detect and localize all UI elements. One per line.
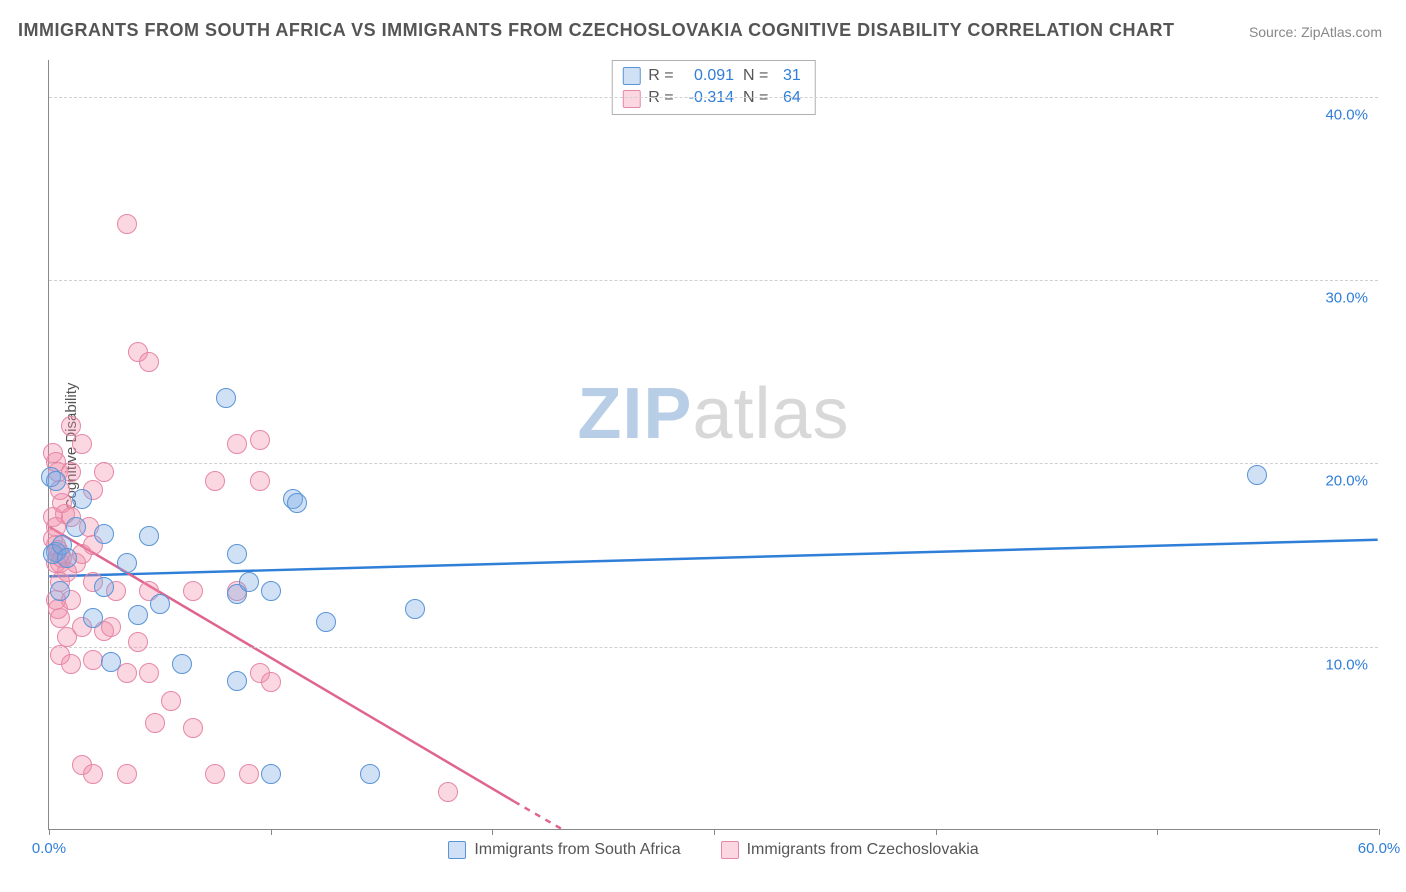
point-series1 bbox=[72, 489, 92, 509]
point-series2 bbox=[227, 434, 247, 454]
legend-rn-text: R = -0.314 N = 64 bbox=[648, 87, 800, 109]
point-series2 bbox=[250, 471, 270, 491]
point-series1 bbox=[360, 764, 380, 784]
x-tick bbox=[936, 829, 937, 835]
point-series2 bbox=[250, 430, 270, 450]
y-tick-label: 40.0% bbox=[1325, 106, 1368, 123]
point-series2 bbox=[101, 617, 121, 637]
legend-swatch bbox=[622, 67, 640, 85]
gridline bbox=[49, 280, 1378, 281]
point-series1 bbox=[46, 471, 66, 491]
legend-rn-row: R = 0.091 N = 31 bbox=[622, 65, 800, 87]
point-series2 bbox=[117, 214, 137, 234]
legend-swatch bbox=[721, 841, 739, 859]
source-text: Source: ZipAtlas.com bbox=[1249, 24, 1382, 40]
point-series2 bbox=[438, 782, 458, 802]
point-series2 bbox=[145, 713, 165, 733]
point-series1 bbox=[216, 388, 236, 408]
x-tick bbox=[714, 829, 715, 835]
point-series2 bbox=[72, 434, 92, 454]
gridline bbox=[49, 463, 1378, 464]
point-series1 bbox=[66, 517, 86, 537]
point-series2 bbox=[261, 672, 281, 692]
point-series1 bbox=[57, 548, 77, 568]
x-tick bbox=[49, 829, 50, 835]
point-series2 bbox=[183, 581, 203, 601]
legend-bottom: Immigrants from South Africa Immigrants f… bbox=[49, 841, 1378, 859]
point-series1 bbox=[227, 544, 247, 564]
x-tick-label: 0.0% bbox=[32, 840, 66, 857]
trend-lines bbox=[49, 60, 1378, 829]
chart-title: IMMIGRANTS FROM SOUTH AFRICA VS IMMIGRAN… bbox=[18, 20, 1174, 41]
point-series1 bbox=[150, 594, 170, 614]
point-series2 bbox=[128, 632, 148, 652]
point-series2 bbox=[61, 416, 81, 436]
x-tick-label: 60.0% bbox=[1358, 840, 1401, 857]
point-series2 bbox=[83, 764, 103, 784]
point-series2 bbox=[205, 471, 225, 491]
point-series1 bbox=[239, 572, 259, 592]
point-series2 bbox=[43, 443, 63, 463]
y-tick-label: 30.0% bbox=[1325, 290, 1368, 307]
x-tick bbox=[492, 829, 493, 835]
point-series1 bbox=[128, 605, 148, 625]
legend-swatch bbox=[622, 90, 640, 108]
gridline bbox=[49, 647, 1378, 648]
point-series1 bbox=[227, 671, 247, 691]
x-tick bbox=[1379, 829, 1380, 835]
x-tick bbox=[271, 829, 272, 835]
point-series2 bbox=[161, 691, 181, 711]
point-series1 bbox=[1247, 465, 1267, 485]
point-series1 bbox=[287, 493, 307, 513]
legend-bottom-label: Immigrants from South Africa bbox=[474, 841, 680, 859]
scatter-plot: ZIPatlas R = 0.091 N = 31R = -0.314 N = … bbox=[48, 60, 1378, 830]
legend-bottom-item: Immigrants from Czechoslovakia bbox=[721, 841, 979, 859]
point-series2 bbox=[139, 663, 159, 683]
legend-bottom-item: Immigrants from South Africa bbox=[448, 841, 680, 859]
point-series1 bbox=[316, 612, 336, 632]
watermark-rest: atlas bbox=[692, 374, 849, 454]
point-series1 bbox=[405, 599, 425, 619]
point-series1 bbox=[101, 652, 121, 672]
y-tick-label: 10.0% bbox=[1325, 656, 1368, 673]
point-series2 bbox=[50, 608, 70, 628]
point-series1 bbox=[261, 581, 281, 601]
legend-rn-text: R = 0.091 N = 31 bbox=[648, 65, 800, 87]
point-series2 bbox=[57, 627, 77, 647]
legend-swatch bbox=[448, 841, 466, 859]
point-series1 bbox=[94, 577, 114, 597]
point-series1 bbox=[94, 524, 114, 544]
y-tick-label: 20.0% bbox=[1325, 473, 1368, 490]
point-series2 bbox=[205, 764, 225, 784]
gridline bbox=[49, 97, 1378, 98]
point-series2 bbox=[94, 462, 114, 482]
legend-bottom-label: Immigrants from Czechoslovakia bbox=[747, 841, 979, 859]
legend-rn-row: R = -0.314 N = 64 bbox=[622, 87, 800, 109]
point-series2 bbox=[239, 764, 259, 784]
point-series2 bbox=[139, 352, 159, 372]
point-series1 bbox=[261, 764, 281, 784]
watermark-bold: ZIP bbox=[577, 374, 692, 454]
legend-rn-box: R = 0.091 N = 31R = -0.314 N = 64 bbox=[611, 60, 815, 115]
point-series2 bbox=[183, 718, 203, 738]
watermark: ZIPatlas bbox=[577, 373, 849, 455]
x-tick bbox=[1157, 829, 1158, 835]
point-series1 bbox=[83, 608, 103, 628]
point-series2 bbox=[61, 654, 81, 674]
point-series1 bbox=[117, 553, 137, 573]
point-series1 bbox=[50, 581, 70, 601]
point-series1 bbox=[139, 526, 159, 546]
point-series2 bbox=[117, 764, 137, 784]
point-series1 bbox=[172, 654, 192, 674]
